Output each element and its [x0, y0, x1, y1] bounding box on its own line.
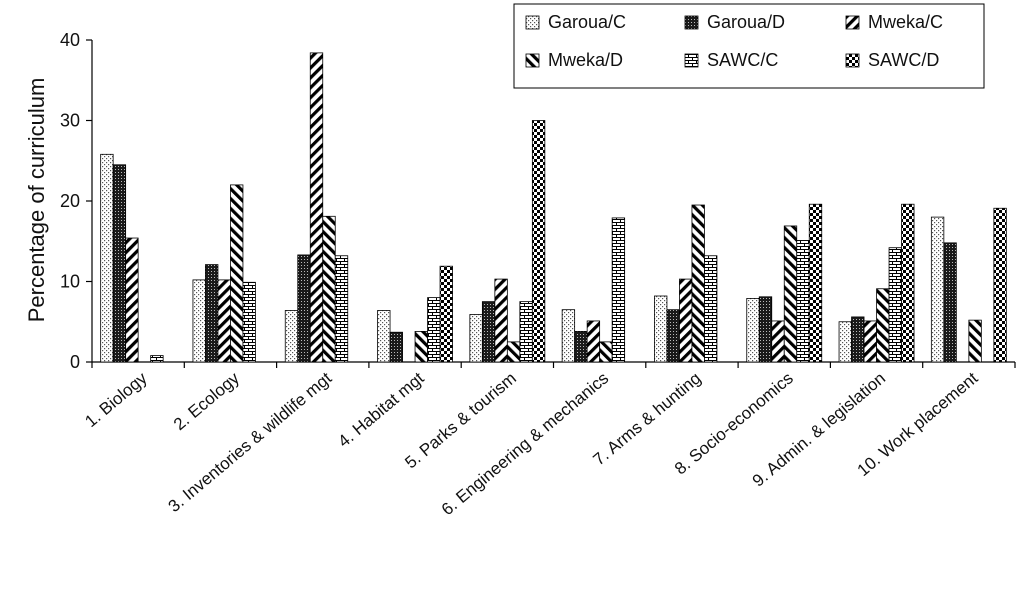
- bar-garoua-d-9: [851, 316, 865, 363]
- y-tick-label: 10: [60, 272, 80, 292]
- legend-label: Mweka/D: [548, 50, 623, 70]
- legend-label: Garoua/C: [548, 12, 626, 32]
- bar-garoua-d-6: [574, 331, 588, 363]
- bar-mweka-d-4: [414, 331, 428, 363]
- bar-mweka-c-8: [771, 320, 785, 363]
- x-category-label: 6. Engineering & mechanics: [438, 369, 612, 520]
- bar-garoua-c-2: [192, 279, 206, 363]
- legend-label: Mweka/C: [868, 12, 943, 32]
- bar-sawc-d-10: [993, 207, 1007, 363]
- bar-sawc-c-5: [519, 301, 533, 363]
- bar-sawc-c-1: [150, 355, 164, 363]
- bar-garoua-c-4: [377, 310, 391, 363]
- legend-swatch: [845, 15, 860, 30]
- bar-garoua-d-4: [389, 331, 403, 363]
- bar-sawc-d-4: [439, 265, 453, 363]
- bar-garoua-d-8: [758, 296, 773, 363]
- bar-sawc-c-4: [427, 297, 441, 363]
- y-axis-title: Percentage of curriculum: [24, 78, 49, 323]
- bar-mweka-d-7: [691, 204, 705, 363]
- bar-garoua-c-5: [469, 314, 483, 363]
- bar-mweka-c-5: [494, 278, 508, 363]
- bar-garoua-d-7: [666, 309, 680, 363]
- bar-mweka-c-9: [863, 320, 877, 363]
- bar-mweka-d-8: [783, 225, 798, 363]
- legend-label: Garoua/D: [707, 12, 785, 32]
- legend-swatch: [525, 53, 540, 68]
- x-category-label: 3. Inventories & wildlife mgt: [165, 368, 336, 516]
- legend-swatch: [845, 53, 860, 68]
- bar-garoua-c-6: [561, 309, 576, 363]
- bar-sawc-c-3: [334, 255, 349, 363]
- legend-box: [513, 3, 985, 89]
- bar-garoua-d-10: [943, 242, 957, 363]
- bars: [100, 52, 1007, 363]
- bar-sawc-c-8: [796, 240, 810, 363]
- bar-mweka-d-9: [876, 288, 890, 363]
- bar-mweka-c-7: [679, 278, 693, 363]
- bar-garoua-c-7: [654, 295, 668, 363]
- legend-swatch: [684, 53, 699, 68]
- bar-mweka-c-1: [125, 237, 139, 363]
- bar-sawc-d-9: [901, 203, 915, 363]
- bar-sawc-d-5: [531, 120, 546, 363]
- bar-mweka-c-3: [309, 52, 324, 363]
- bar-garoua-c-8: [746, 298, 760, 363]
- x-category-label: 4. Habitat mgt: [334, 368, 427, 451]
- legend: Garoua/C Garoua/D Mweka/C Mweka/D SAWC/C SAWC…: [513, 3, 985, 89]
- x-category-label: 1. Biology: [81, 368, 151, 431]
- legend-swatch: [525, 15, 540, 30]
- bar-garoua-d-3: [297, 254, 311, 363]
- bar-sawc-d-8: [808, 203, 823, 363]
- bar-garoua-c-3: [284, 310, 299, 363]
- bar-sawc-c-9: [888, 247, 902, 363]
- bar-garoua-d-1: [112, 164, 127, 363]
- bar-garoua-c-9: [838, 321, 852, 363]
- bar-garoua-c-10: [930, 216, 945, 363]
- bar-mweka-c-6: [586, 320, 601, 363]
- y-tick-label: 0: [70, 352, 80, 372]
- y-tick-label: 20: [60, 191, 80, 211]
- legend-label: SAWC/D: [868, 50, 939, 70]
- legend-label: SAWC/C: [707, 50, 778, 70]
- bar-garoua-d-5: [481, 301, 496, 363]
- bar-sawc-c-6: [611, 217, 626, 363]
- bar-garoua-c-1: [100, 153, 114, 363]
- bar-mweka-d-3: [322, 215, 336, 363]
- x-category-label: 2. Ecology: [170, 368, 243, 434]
- bar-sawc-c-7: [704, 255, 718, 363]
- bar-garoua-d-2: [205, 264, 219, 363]
- bar-mweka-d-10: [968, 319, 982, 363]
- bar-mweka-d-5: [506, 341, 521, 363]
- bar-mweka-c-2: [217, 279, 231, 363]
- y-tick-label: 30: [60, 111, 80, 131]
- legend-swatch: [684, 15, 699, 30]
- y-tick-label: 40: [60, 30, 80, 50]
- bar-mweka-d-2: [230, 184, 244, 363]
- bar-mweka-d-6: [599, 341, 613, 363]
- bar-sawc-c-2: [242, 281, 256, 363]
